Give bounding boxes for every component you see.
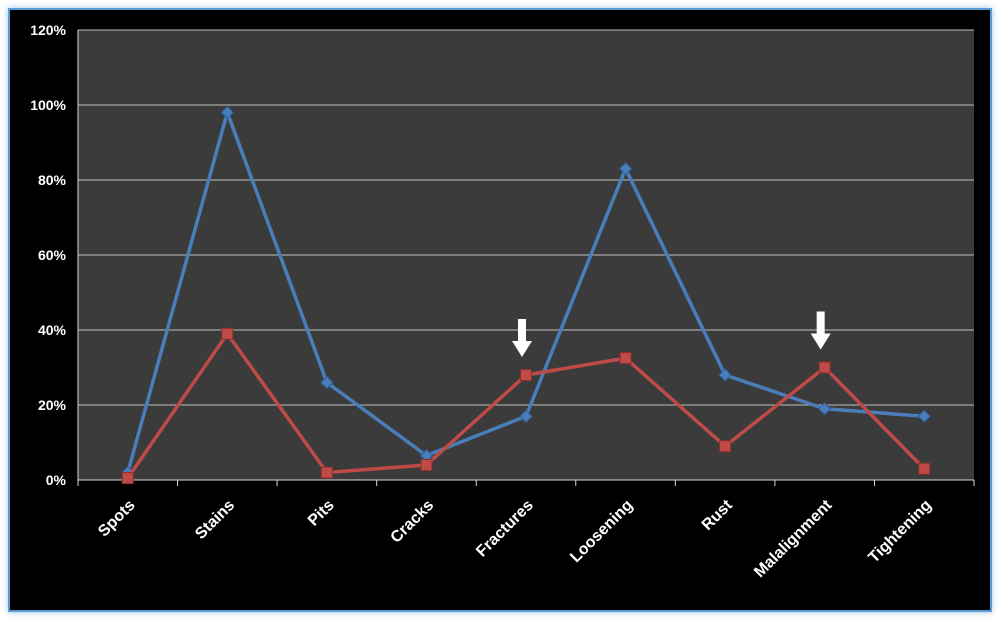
y-axis-tick-labels: 0% 20% 40% 60% 80% 100% 120% (30, 22, 66, 488)
x-tick-label: Tightening (865, 497, 935, 567)
series-1-point (320, 375, 334, 390)
series-2-point (818, 361, 831, 374)
y-tick-label: 0% (46, 472, 67, 488)
series-2-point (918, 462, 931, 475)
series-1-point (618, 162, 633, 176)
series-group (121, 105, 931, 485)
series-2-point (320, 466, 333, 479)
series-1-point (917, 409, 931, 423)
series-1-point (817, 402, 832, 416)
x-tick-label: Rust (699, 496, 737, 534)
series-1-point (718, 368, 732, 382)
series-2-point (420, 459, 433, 471)
x-tick-label: Fractures (473, 497, 537, 561)
series-2-point (719, 440, 732, 453)
x-tick-label: Cracks (388, 497, 438, 547)
x-tick-label: Loosening (567, 497, 636, 566)
y-tick-label: 40% (38, 322, 67, 338)
series-1-point (519, 409, 533, 423)
down-arrow-icon (512, 319, 532, 357)
series-2-point (121, 472, 134, 485)
series-2-point (619, 352, 632, 365)
x-tick-label: Malalignment (751, 496, 836, 581)
x-axis-tick-labels: Spots Stains Pits Cracks Fractures Loosening R… (77, 480, 975, 581)
x-tick-label: Spots (95, 497, 139, 541)
series-1-point (220, 105, 235, 120)
x-tick-label: Stains (192, 497, 238, 543)
y-tick-label: 120% (30, 22, 66, 38)
series-2-point (221, 327, 234, 340)
y-tick-label: 20% (38, 397, 67, 413)
y-tick-label: 100% (30, 97, 66, 113)
series-2-point (520, 369, 532, 381)
y-tick-label: 60% (38, 247, 67, 263)
x-tick-label: Pits (305, 497, 338, 530)
down-arrow-icon (810, 311, 831, 350)
y-tick-label: 80% (38, 172, 67, 188)
annotations (512, 311, 831, 357)
